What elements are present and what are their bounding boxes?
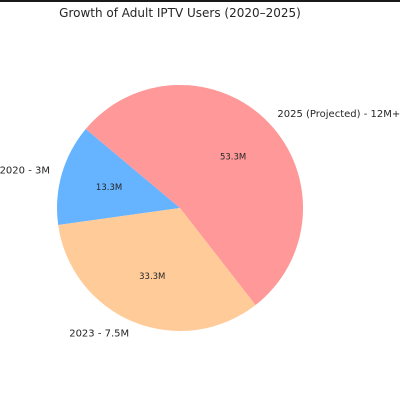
- slice-value-label-2020-3m: 13.3M: [96, 183, 122, 193]
- labels-layer: 2020 - 3M 13.3M 2023 - 7.5M 33.3M 2025 (Proj…: [0, 109, 400, 339]
- chart-title: Growth of Adult IPTV Users (2020–2025): [59, 6, 301, 20]
- pie-slice-2023-7-5m: [58, 208, 256, 331]
- pie-slice-2020-3m: [57, 128, 180, 225]
- pie-slice-2025-projected-12m: [85, 84, 304, 306]
- slice-value-label-2023-7-5m: 33.3M: [139, 272, 165, 282]
- slice-label-2025-projected-12m: 2025 (Projected) - 12M+: [277, 109, 400, 120]
- slice-value-label-2025-projected-12m: 53.3M: [220, 152, 246, 162]
- top-border: [0, 0, 400, 2]
- slice-label-2020-3m: 2020 - 3M: [0, 166, 50, 177]
- slices-layer: [57, 84, 304, 331]
- slice-label-2023-7-5m: 2023 - 7.5M: [69, 328, 129, 339]
